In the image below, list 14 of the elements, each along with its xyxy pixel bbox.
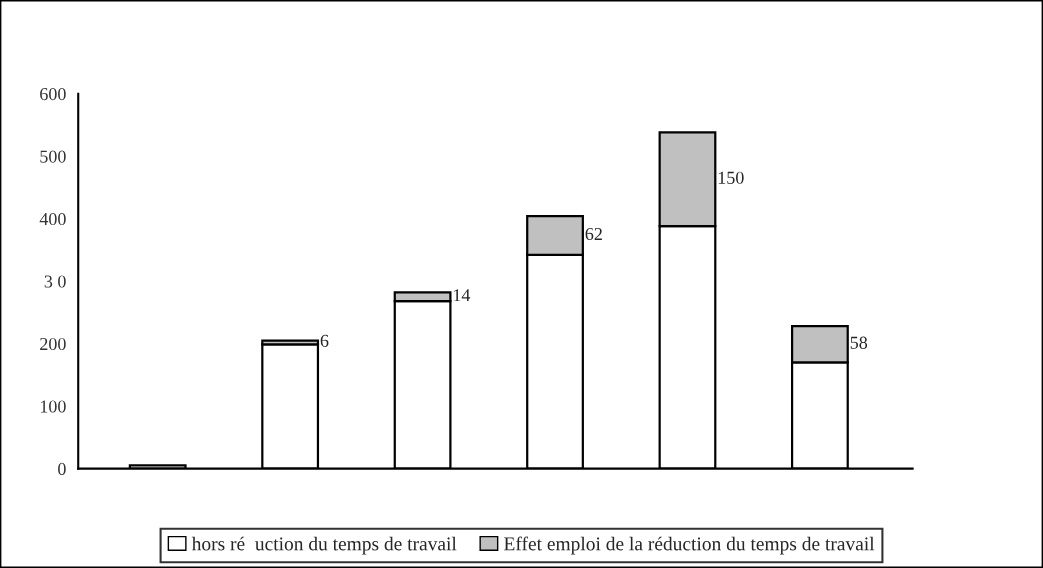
y-tick-label: 100: [40, 400, 66, 413]
legend-label: Effet emploi de la réduction du temps de travail: [504, 536, 875, 555]
y-tick-label: 200: [40, 337, 66, 351]
y-tick-label: 400: [39, 212, 66, 226]
data-label: 58: [850, 336, 868, 349]
y-tick-label: 600: [40, 87, 66, 101]
y-tick-label: 500: [40, 150, 66, 163]
data-label: 150: [718, 171, 744, 184]
legend-label: hors ré uction du temps de travail: [191, 536, 457, 555]
data-label: 6: [320, 334, 329, 347]
y-tick-label: 3 0: [44, 275, 66, 288]
data-label: 62: [585, 227, 602, 241]
data-label: 14: [453, 289, 471, 302]
y-tick-label: 0: [58, 462, 66, 476]
